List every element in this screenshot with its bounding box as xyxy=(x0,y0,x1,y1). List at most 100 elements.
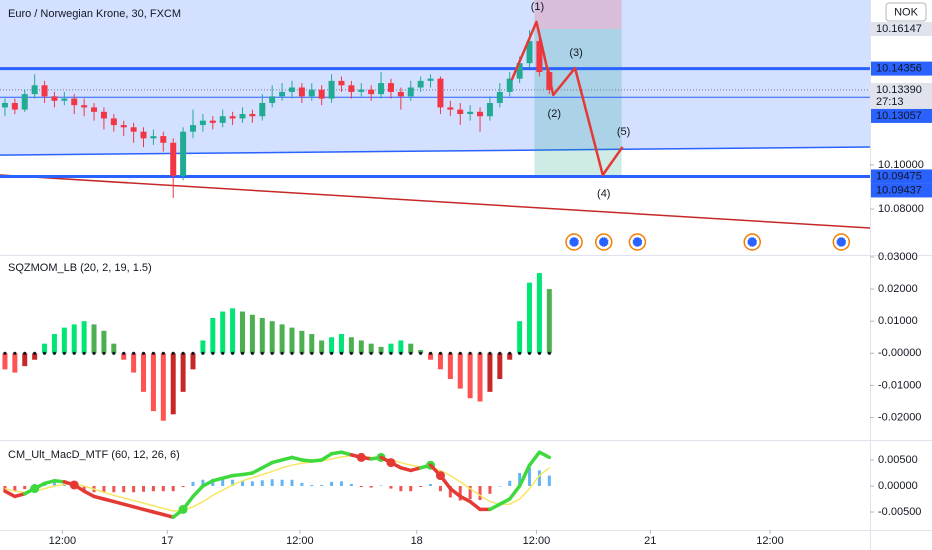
macd-line xyxy=(260,460,274,470)
momentum-bar xyxy=(348,337,354,354)
momentum-bar xyxy=(546,289,552,354)
candle-body xyxy=(160,136,167,143)
price-marker-label: 10.16147 xyxy=(876,23,922,35)
price-marker-label: 10.09437 xyxy=(876,184,922,196)
candle-body xyxy=(536,41,543,73)
squeeze-dot xyxy=(537,351,542,355)
macd-histogram xyxy=(349,483,353,486)
macd-histogram xyxy=(191,481,195,486)
currency-box[interactable] xyxy=(885,2,927,22)
macd-histogram xyxy=(112,485,116,493)
momentum-bar xyxy=(91,324,97,354)
candle-body xyxy=(447,107,454,110)
macd-histogram xyxy=(359,485,363,488)
squeeze-dot xyxy=(339,351,344,355)
squeeze-dot xyxy=(42,351,47,355)
macd-histogram xyxy=(310,484,314,486)
candle-body xyxy=(288,87,295,92)
stop-zone xyxy=(534,0,622,30)
price-marker xyxy=(871,82,932,109)
signal-line xyxy=(4,455,550,512)
squeeze-dot xyxy=(478,351,482,355)
squeeze-dot xyxy=(201,351,205,355)
x-tick-label: 12:00 xyxy=(523,535,551,547)
event-icon-inner xyxy=(746,236,758,248)
momentum-bar xyxy=(190,353,196,370)
candle-body xyxy=(457,109,464,115)
squeeze-dot xyxy=(171,351,175,355)
macd-histogram xyxy=(320,484,324,486)
macd-line xyxy=(488,502,502,512)
macd-histogram xyxy=(221,479,225,486)
macd-histogram xyxy=(181,485,185,488)
macd-histogram xyxy=(3,485,7,491)
price-marker-label: 10.13057 xyxy=(876,110,922,122)
event-icon-inner xyxy=(568,236,580,248)
candle-body xyxy=(239,114,246,119)
squeeze-dot xyxy=(290,351,294,355)
momentum-bar xyxy=(32,353,38,360)
squeeze-dot xyxy=(547,351,551,355)
macd-histogram xyxy=(122,485,126,493)
macd-histogram xyxy=(389,485,393,489)
candle-body xyxy=(11,102,18,110)
macd-line xyxy=(181,494,195,512)
momentum-bar xyxy=(81,321,87,354)
momentum-bar xyxy=(170,353,176,415)
candle-body xyxy=(397,91,404,97)
squeeze-dot xyxy=(211,351,215,355)
squeeze-dot xyxy=(428,351,433,355)
price-marker xyxy=(871,108,932,123)
candle-body xyxy=(348,85,355,92)
macd-histogram xyxy=(250,481,254,486)
squeeze-dot xyxy=(448,351,452,355)
currency[interactable]: NOK xyxy=(894,6,919,18)
macd-line xyxy=(319,451,334,462)
momentum-bar xyxy=(477,353,483,402)
candle-body xyxy=(496,91,503,103)
macd-histogram xyxy=(52,480,56,486)
squeeze-dot xyxy=(409,351,413,355)
momentum-bar xyxy=(249,314,255,354)
macd-histogram xyxy=(508,480,512,486)
momentum-bar xyxy=(2,353,8,370)
momentum-bar xyxy=(220,311,226,354)
squeeze-dot xyxy=(161,351,165,355)
momentum-bar xyxy=(200,340,206,354)
candle-body xyxy=(269,96,276,103)
macd-line xyxy=(32,481,47,491)
candle-body xyxy=(170,142,177,176)
squeeze-dot xyxy=(151,351,156,355)
macd-line xyxy=(201,479,215,488)
macd-histogram xyxy=(330,481,334,486)
macd-line xyxy=(537,450,552,460)
squeeze-dot xyxy=(132,351,136,355)
macd-histogram xyxy=(518,472,522,486)
macd-histogram xyxy=(171,485,175,492)
momentum-bar xyxy=(22,353,28,367)
x-tick-label: 12:00 xyxy=(49,535,77,547)
macd-histogram xyxy=(290,479,294,486)
y-tick-label: 10.10000 xyxy=(878,159,924,171)
momentum-bar xyxy=(309,334,315,354)
macd-histogram xyxy=(240,480,244,486)
candle-body xyxy=(150,136,157,139)
momentum-bar xyxy=(150,353,156,412)
squeeze-dot xyxy=(488,351,492,355)
macd-histogram xyxy=(399,485,403,492)
candle-body xyxy=(110,118,117,126)
squeeze-dot xyxy=(389,351,393,355)
macd-line xyxy=(498,497,512,506)
candle-body xyxy=(328,80,335,99)
macd-line xyxy=(438,473,453,491)
momentum-bar xyxy=(259,317,265,354)
macd-histogram xyxy=(23,485,27,490)
macd-line xyxy=(389,460,403,470)
macd-histogram xyxy=(379,485,383,486)
squeeze-dot xyxy=(250,351,254,355)
macd-histogram xyxy=(339,481,343,486)
candle-body xyxy=(219,116,226,123)
momentum-bar xyxy=(368,343,374,354)
candle-body xyxy=(199,120,206,126)
macd-histogram xyxy=(231,479,235,486)
